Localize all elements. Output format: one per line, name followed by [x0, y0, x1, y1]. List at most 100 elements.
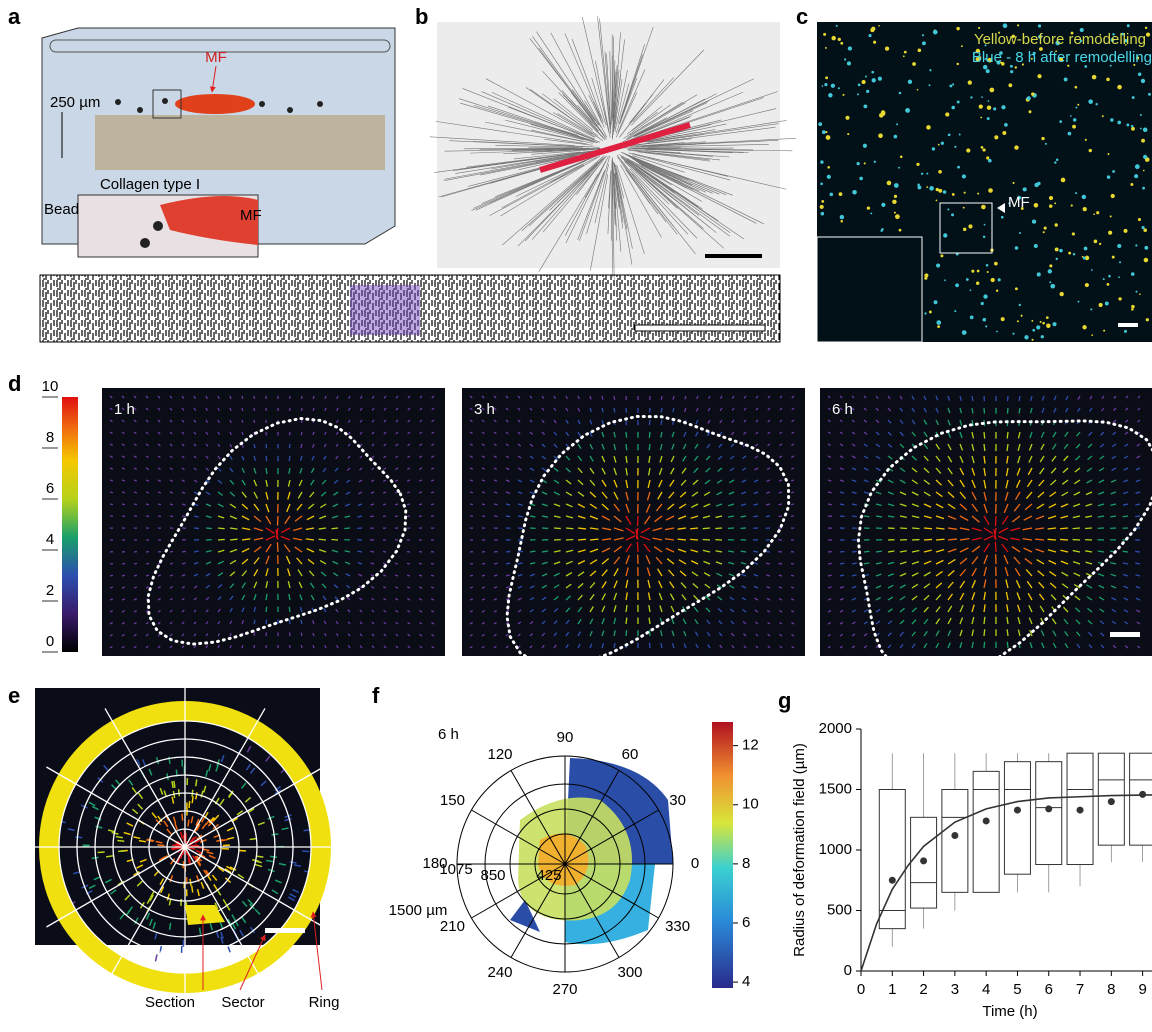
vector: [779, 575, 782, 576]
bead: [1008, 83, 1012, 87]
vector: [984, 642, 985, 648]
box: [1036, 762, 1062, 865]
bead: [1088, 99, 1093, 104]
bead: [996, 331, 998, 333]
bead: [917, 185, 921, 189]
vector: [242, 645, 243, 648]
vector: [470, 587, 473, 588]
bead: [865, 75, 867, 77]
vector: [482, 587, 485, 588]
cell: [175, 94, 255, 114]
vector: [673, 396, 674, 400]
bead: [1083, 256, 1086, 259]
bead: [894, 183, 899, 188]
bead: [867, 206, 870, 209]
angle-label: 240: [487, 964, 512, 981]
bead: [1131, 272, 1135, 276]
bead: [1031, 320, 1033, 322]
vector: [779, 563, 782, 564]
bead: [1046, 323, 1050, 327]
bead: [1019, 304, 1021, 306]
bead: [1144, 246, 1148, 250]
box: [1004, 762, 1030, 875]
vector: [184, 835, 185, 842]
vector: [715, 528, 722, 529]
bead: [1131, 308, 1134, 311]
x-tick-label: 2: [919, 981, 927, 998]
bead: [840, 42, 843, 45]
vector: [753, 516, 758, 517]
bead: [1106, 283, 1109, 286]
bead: [1045, 143, 1047, 145]
vector: [791, 587, 794, 588]
vector: [110, 504, 113, 505]
vector: [98, 852, 105, 853]
bead: [908, 80, 912, 84]
vector: [110, 575, 113, 576]
bead: [821, 200, 824, 203]
vector: [828, 492, 832, 493]
bead: [929, 186, 934, 191]
bead: [1127, 24, 1130, 27]
vector: [995, 542, 996, 552]
vector: [828, 504, 832, 505]
bead: [820, 160, 823, 163]
bead: [1126, 123, 1129, 126]
image-e: [35, 688, 320, 945]
vector: [470, 563, 473, 564]
bead: [984, 224, 986, 226]
y-tick-label: 2000: [819, 720, 852, 737]
sector-label: Sector: [221, 994, 264, 1011]
bead: [980, 117, 982, 119]
bead: [1131, 127, 1135, 131]
radius-label: 1075: [439, 861, 472, 878]
bead: [847, 133, 849, 135]
bead: [1059, 120, 1062, 123]
bead: [1091, 269, 1093, 271]
bead: [1037, 182, 1041, 186]
bead: [989, 88, 994, 93]
vector: [122, 492, 125, 493]
bead: [847, 61, 851, 65]
section-label: Section: [145, 994, 195, 1011]
colorbar: [712, 722, 733, 988]
collagen-layer: [95, 115, 385, 170]
vector: [840, 563, 844, 564]
vector: [117, 840, 124, 841]
bead: [922, 41, 926, 45]
vector: [254, 645, 255, 648]
field-image: [820, 388, 1152, 656]
bead: [1034, 244, 1038, 248]
vector: [344, 528, 350, 529]
bead: [937, 325, 940, 328]
bead: [1117, 121, 1121, 125]
mf-label: MF: [1008, 194, 1030, 211]
vector: [518, 516, 523, 517]
bead: [1094, 240, 1098, 244]
vector: [289, 456, 290, 461]
vector: [791, 504, 794, 505]
vector: [189, 801, 190, 808]
vector: [407, 563, 410, 564]
bead: [1071, 204, 1073, 206]
bead: [1110, 118, 1113, 121]
vector: [170, 504, 173, 505]
vector: [753, 551, 758, 552]
vector: [266, 456, 267, 461]
vector: [661, 408, 662, 412]
bead: [1075, 86, 1078, 89]
vector: [791, 563, 794, 564]
bead: [1012, 182, 1014, 184]
vector: [313, 396, 314, 399]
vector: [637, 542, 638, 552]
bead: [943, 233, 947, 237]
vector: [122, 504, 125, 505]
bead: [1056, 258, 1058, 260]
vector: [864, 551, 869, 552]
vector: [196, 779, 197, 786]
vector: [1060, 539, 1068, 540]
vector: [158, 504, 161, 505]
vector: [1007, 432, 1008, 439]
mean: [983, 817, 990, 824]
bead: [873, 41, 876, 44]
